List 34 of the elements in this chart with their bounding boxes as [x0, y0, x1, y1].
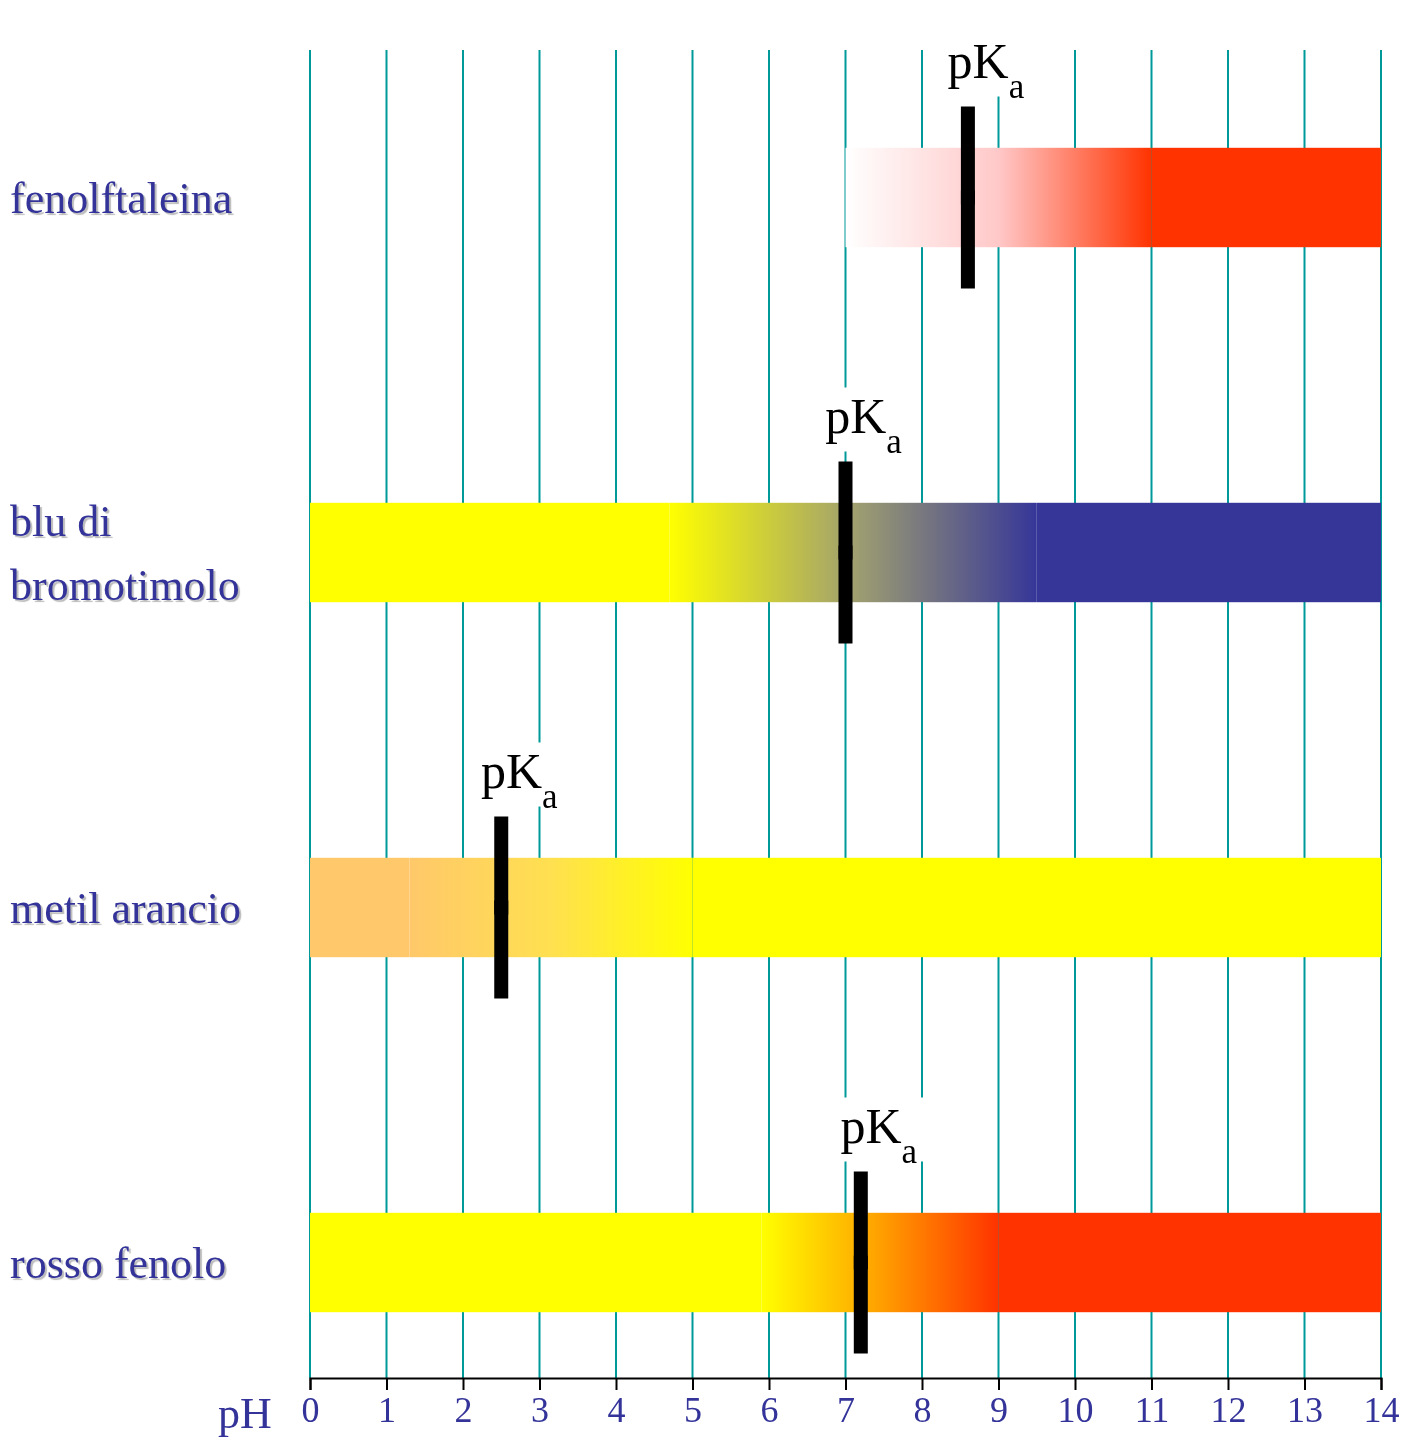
- annotation: pK$_{a}$: [480, 742, 559, 815]
- y-tick-label: metil arancio: [10, 883, 241, 933]
- x-tick-label: 2: [454, 1389, 473, 1430]
- y-tick-label: blu di bromotimolo: [10, 496, 240, 610]
- bar: [998, 1212, 1381, 1313]
- x-tick-label: 10: [1057, 1389, 1094, 1430]
- annotation: pK$_{a}$: [947, 32, 1025, 105]
- x-tick-label: 14: [1363, 1389, 1400, 1430]
- point: [853, 1255, 868, 1270]
- x-tick-label: 12: [1210, 1389, 1247, 1430]
- x-tick-label: 1: [378, 1389, 396, 1430]
- x-tick-label: 7: [837, 1389, 855, 1430]
- bar: [310, 857, 410, 958]
- bar: [1151, 147, 1381, 248]
- x-tick-label: 3: [531, 1389, 549, 1430]
- x-tick-label: 9: [990, 1389, 1008, 1430]
- y-tick-label: rosso fenolo: [10, 1238, 227, 1288]
- point: [494, 900, 509, 915]
- point: [838, 545, 853, 560]
- x-tick-label: 11: [1134, 1389, 1170, 1430]
- bar: [310, 502, 670, 603]
- y-tick-label: fenolftaleina: [10, 173, 233, 223]
- x-tick-label: 13: [1287, 1389, 1323, 1430]
- x-tick-label: 8: [913, 1389, 932, 1430]
- annotation: pK$_{a}$: [825, 387, 903, 460]
- x-tick-label: 5: [684, 1389, 702, 1430]
- bar: [310, 1212, 762, 1313]
- x-tick-label: 6: [760, 1389, 779, 1430]
- annotation: pK$_{a}$: [840, 1097, 918, 1170]
- x-axis-title: pH: [218, 1389, 272, 1438]
- x-tick-label: 0: [301, 1389, 320, 1430]
- point: [960, 190, 975, 205]
- x-tick-label: 4: [607, 1389, 626, 1430]
- bar: [1036, 502, 1381, 603]
